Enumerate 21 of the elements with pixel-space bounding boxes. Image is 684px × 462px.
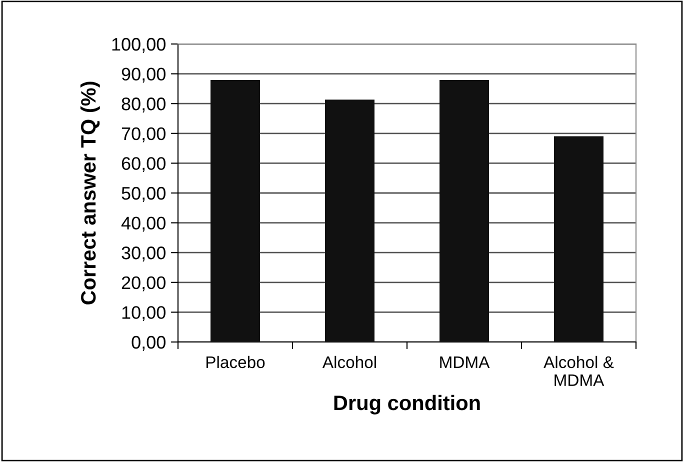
y-tick-label: 50,00 (122, 186, 166, 202)
x-tick-label: MDMA (440, 356, 490, 368)
x-tick-label: Alcohol & MDMA (544, 356, 614, 386)
y-tick-label: 90,00 (122, 68, 166, 83)
y-tick-label: 40,00 (121, 216, 166, 232)
y-tick-label: 60,00 (122, 157, 166, 172)
bar (554, 136, 604, 342)
x-tick-label: Placebo (206, 356, 265, 368)
y-tick-label: 0,00 (132, 336, 166, 351)
bar (325, 100, 374, 342)
y-tick-label: 30,00 (122, 246, 166, 262)
y-axis-title: Correct answer TQ (%) (80, 82, 100, 304)
bar (440, 80, 489, 342)
y-tick-label: 10,00 (122, 306, 166, 322)
y-tick-label: 70,00 (122, 127, 166, 142)
y-tick-label: 100,00 (112, 38, 166, 53)
x-axis-title: Drug condition (334, 394, 480, 414)
x-tick-label: Alcohol (322, 356, 376, 368)
bar (210, 80, 260, 342)
y-tick-label: 20,00 (122, 276, 166, 292)
y-tick-label: 80,00 (122, 98, 166, 112)
